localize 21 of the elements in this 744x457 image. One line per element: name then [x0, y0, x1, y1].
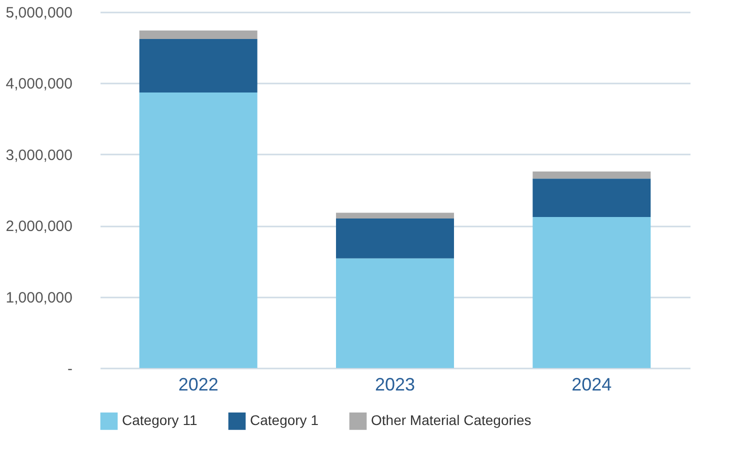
x-tick-label: 2024	[572, 374, 612, 394]
bar	[139, 30, 258, 40]
legend-label: Category 11	[122, 412, 198, 428]
y-tick-label: -	[68, 360, 72, 378]
legend-label: Category 1	[250, 412, 319, 428]
y-tick-label: 1,000,000	[6, 289, 72, 306]
legend-label: Other Material Categories	[371, 412, 532, 428]
x-tick-label: 2023	[374, 374, 416, 394]
x-tick-label: 2022	[178, 374, 218, 394]
y-tick-label: 4,000,000	[6, 76, 72, 93]
bar	[532, 217, 651, 368]
bar	[336, 212, 454, 218]
bar	[336, 218, 454, 258]
bar	[139, 92, 258, 368]
y-tick-label: 5,000,000	[6, 4, 72, 22]
y-tick-label: 2,000,000	[6, 218, 72, 236]
bar	[532, 178, 651, 218]
y-tick-label: 3,000,000	[6, 146, 72, 164]
bar	[139, 39, 258, 92]
bar	[336, 258, 454, 368]
bar	[532, 171, 651, 179]
